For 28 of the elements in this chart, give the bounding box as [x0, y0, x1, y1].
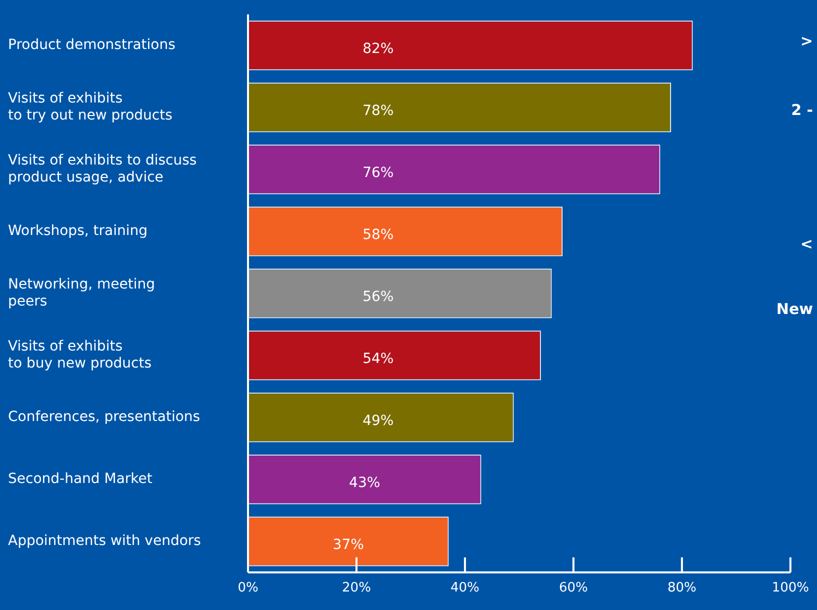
- y-tick-label: Appointments with vendors: [8, 533, 201, 550]
- data-label: 37%: [332, 537, 364, 554]
- y-tick-label: Visits of exhibits to discuss product usage, advice: [8, 152, 197, 186]
- text: >: [800, 32, 813, 50]
- x-tick-label: 100%: [772, 580, 810, 596]
- data-label: 49%: [362, 413, 394, 430]
- y-tick-label: Visits of exhibits to try out new products: [8, 90, 172, 124]
- y-tick-label: Networking, meeting peers: [8, 276, 156, 310]
- x-tick-label: 60%: [558, 580, 588, 596]
- y-tick-label: Workshops, training: [8, 223, 148, 240]
- text: 2 -: [791, 100, 813, 119]
- y-tick-label: Conferences, presentations: [8, 409, 200, 426]
- x-tick-label: 40%: [450, 580, 480, 596]
- data-label: 43%: [349, 475, 380, 492]
- data-label: 76%: [362, 165, 394, 182]
- data-label: 58%: [362, 227, 394, 244]
- annotation: New: [776, 300, 814, 318]
- y-tick-label: Visits of exhibits to buy new products: [8, 338, 152, 372]
- x-tick-label: 80%: [667, 580, 696, 596]
- data-label: 54%: [362, 351, 394, 368]
- y-tick-label: Product demonstrations: [8, 37, 176, 54]
- x-tick-label: 0%: [238, 580, 258, 596]
- x-tick-label: 20%: [342, 580, 371, 596]
- text: <: [800, 234, 813, 253]
- data-label: 56%: [362, 289, 394, 306]
- data-label: 78%: [362, 103, 394, 120]
- y-tick-label: Second-hand Market: [8, 471, 153, 488]
- data-label: 82%: [362, 41, 394, 58]
